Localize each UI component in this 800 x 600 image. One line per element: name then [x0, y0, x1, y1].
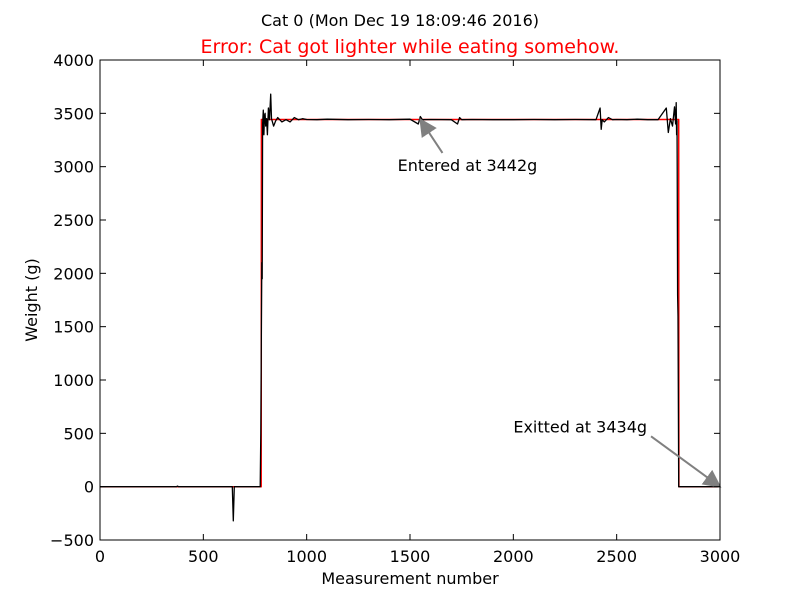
x-tick-label: 2500 — [596, 547, 637, 566]
x-tick-label: 1500 — [390, 547, 431, 566]
annotation-label-1: Entered at 3442g — [398, 156, 538, 175]
y-tick-label: 2500 — [53, 211, 94, 230]
series-layer — [100, 93, 720, 522]
annotation-layer: Entered at 3442g Exitted at 3434g — [398, 118, 722, 488]
y-tick-label: 0 — [84, 478, 94, 497]
x-tick-label: 500 — [188, 547, 219, 566]
y-tick-label: 1500 — [53, 318, 94, 337]
y-tick-label: 4000 — [53, 51, 94, 70]
y-tick-label: 3500 — [53, 104, 94, 123]
x-tick-label: 0 — [95, 547, 105, 566]
annotation-arrow-1 — [419, 118, 444, 154]
annotation-arrow-2 — [650, 435, 722, 488]
chart-title: Cat 0 (Mon Dec 19 18:09:46 2016) — [261, 11, 539, 30]
axes-layer: 0 500 1000 1500 2000 2500 3000−500050010001500… — [50, 51, 740, 566]
y-axis-label: Weight (g) — [22, 258, 41, 341]
chart-subtitle: Error: Cat got lighter while eating some… — [201, 36, 620, 58]
y-tick-label: 1000 — [53, 371, 94, 390]
x-tick-label: 2000 — [493, 547, 534, 566]
x-tick-label: 3000 — [700, 547, 741, 566]
x-axis-label: Measurement number — [321, 569, 499, 588]
raw-weight-series-line — [100, 93, 720, 522]
y-tick-label: 2000 — [53, 264, 94, 283]
annotation-label-2: Exitted at 3434g — [513, 417, 647, 436]
y-tick-label: −500 — [50, 531, 94, 550]
x-tick-label: 1000 — [286, 547, 327, 566]
y-tick-label: 3000 — [53, 158, 94, 177]
y-tick-label: 500 — [63, 424, 94, 443]
